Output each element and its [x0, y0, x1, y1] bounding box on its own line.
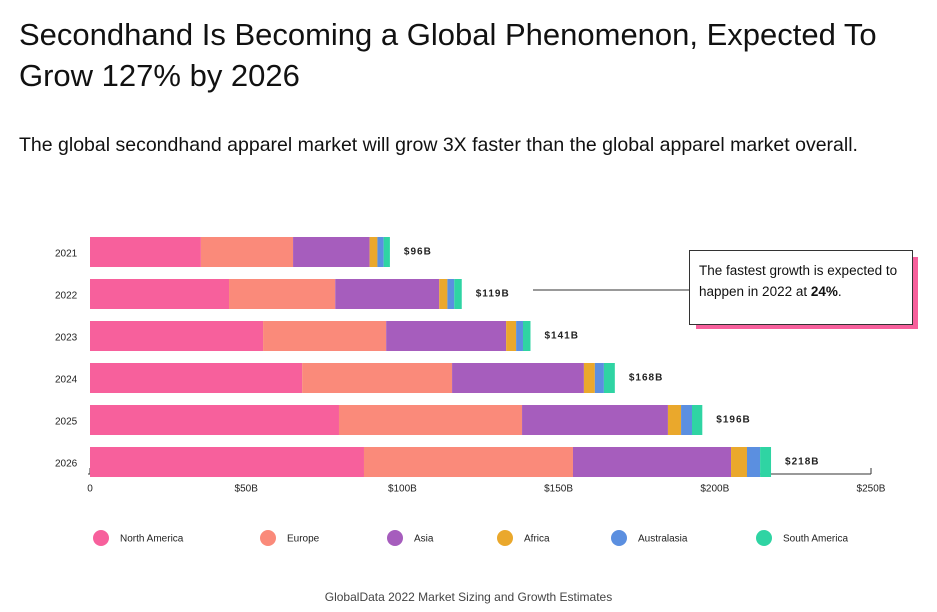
bar-segment: [583, 363, 595, 393]
bar-segment: [338, 405, 523, 435]
x-tick-label: $50B: [235, 484, 259, 495]
legend-marker: [497, 530, 513, 546]
bar-segment: [90, 321, 264, 351]
legend-label: North America: [120, 534, 184, 545]
bar-segment: [90, 405, 339, 435]
total-label: $119B: [476, 289, 510, 300]
bar-segment: [454, 279, 462, 309]
annotation-highlight: 24%: [810, 284, 838, 299]
x-tick-label: 0: [87, 484, 93, 495]
bar-segment: [369, 237, 378, 267]
annotation-end: .: [837, 284, 842, 299]
legend-marker: [260, 530, 276, 546]
bar-segment: [90, 237, 201, 267]
bar-segment: [572, 447, 732, 477]
bar-segment: [293, 237, 370, 267]
y-tick-label: 2024: [55, 375, 78, 386]
bar-segment: [452, 363, 584, 393]
total-label: $96B: [404, 247, 432, 258]
bar-segment: [691, 405, 703, 435]
x-tick-label: $200B: [700, 484, 729, 495]
bar-segment: [383, 237, 390, 267]
bar-segment: [363, 447, 573, 477]
bar-segment: [746, 447, 761, 477]
y-tick-label: 2026: [55, 459, 78, 470]
legend-marker: [93, 530, 109, 546]
chart-subtitle: The global secondhand apparel market wil…: [19, 134, 858, 156]
legend-label: Europe: [287, 534, 320, 545]
bar-segment: [506, 321, 517, 351]
bar-segment: [667, 405, 682, 435]
bar-segment: [760, 447, 772, 477]
bar-segment: [447, 279, 455, 309]
bar-segment: [302, 363, 453, 393]
bar-segment: [522, 321, 531, 351]
bar-segment: [681, 405, 692, 435]
total-label: $196B: [716, 415, 750, 426]
annotation-text: The fastest growth is expected to happen…: [699, 263, 898, 299]
bar-segment: [90, 363, 303, 393]
bar-segment: [377, 237, 384, 267]
bar-segment: [603, 363, 615, 393]
y-tick-label: 2023: [55, 333, 78, 344]
bar-segment: [594, 363, 604, 393]
legend-label: Asia: [414, 534, 434, 545]
y-tick-label: 2022: [55, 291, 78, 302]
bar-segment: [522, 405, 668, 435]
legend-marker: [387, 530, 403, 546]
bar-segment: [439, 279, 448, 309]
annotation: The fastest growth is expected to happen…: [689, 250, 913, 325]
x-tick-label: $250B: [857, 484, 886, 495]
x-tick-label: $100B: [388, 484, 417, 495]
bar-segment: [229, 279, 336, 309]
total-label: $168B: [629, 373, 663, 384]
y-tick-label: 2025: [55, 417, 78, 428]
bar-segment: [731, 447, 747, 477]
bar-segment: [263, 321, 387, 351]
chart-title: Secondhand Is Becoming a Global Phenomen…: [19, 17, 877, 93]
total-label: $218B: [785, 457, 819, 468]
bar-segment: [386, 321, 507, 351]
bar-segment: [200, 237, 294, 267]
bar-segment: [90, 447, 364, 477]
total-label: $141B: [544, 331, 578, 342]
legend-marker: [611, 530, 627, 546]
bar-segment: [516, 321, 523, 351]
legend-marker: [756, 530, 772, 546]
legend-label: South America: [783, 534, 848, 545]
y-tick-label: 2021: [55, 249, 78, 260]
source: GlobalData 2022 Market Sizing and Growth…: [324, 590, 613, 604]
bar-segment: [335, 279, 440, 309]
bar-segment: [90, 279, 230, 309]
legend-label: Australasia: [638, 534, 688, 545]
legend-label: Africa: [524, 534, 550, 545]
x-tick-label: $150B: [544, 484, 573, 495]
